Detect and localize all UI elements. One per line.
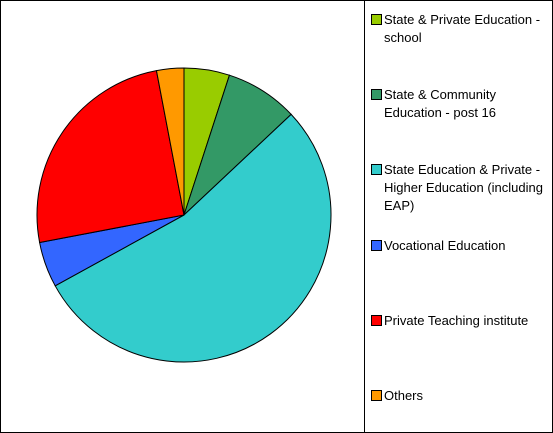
legend-label: Others xyxy=(384,388,424,403)
legend-label: State & Private Education - school xyxy=(384,12,541,45)
legend-label: Vocational Education xyxy=(384,238,506,253)
legend-label: Private Teaching institute xyxy=(384,313,529,328)
legend-swatch xyxy=(371,164,382,175)
legend-swatch xyxy=(371,14,382,25)
legend-label: State & Community Education - post 16 xyxy=(384,87,497,120)
pie-slice xyxy=(54,113,332,363)
pie-slice xyxy=(155,67,185,216)
legend-label: State Education & Private - Higher Educa… xyxy=(384,162,543,213)
pie-slice xyxy=(36,70,185,244)
legend-swatch xyxy=(371,89,382,100)
legend-swatch xyxy=(371,240,382,251)
legend-swatch xyxy=(371,315,382,326)
legend-swatch xyxy=(371,390,382,401)
pie-area xyxy=(36,67,332,363)
legend: State & Private Education - school State … xyxy=(364,1,552,432)
